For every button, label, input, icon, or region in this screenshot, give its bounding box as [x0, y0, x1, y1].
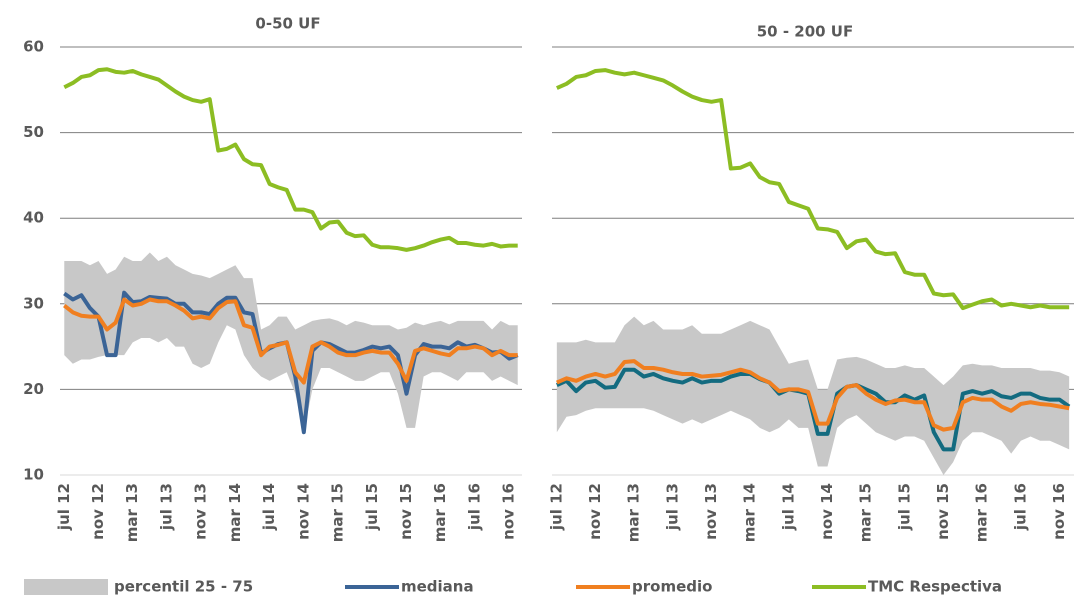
- y-tick-label: 10: [23, 466, 44, 484]
- x-tick-label: jul 13: [157, 483, 175, 531]
- x-tick-label: mar 13: [625, 483, 643, 542]
- x-tick-label: nov 12: [89, 483, 107, 540]
- panel-title: 50 - 200 UF: [757, 23, 854, 41]
- legend-label: TMC Respectiva: [868, 578, 1002, 596]
- legend-label: percentil 25 - 75: [114, 578, 253, 596]
- percentile-band: [64, 252, 518, 433]
- y-tick-label: 20: [23, 380, 44, 398]
- series-line: [556, 359, 1070, 432]
- x-tick-label: mar 14: [741, 483, 759, 542]
- x-tick-label: mar 15: [329, 483, 347, 542]
- series-line: [63, 67, 518, 252]
- x-tick-label: jul 16: [465, 483, 483, 531]
- x-tick-label: mar 13: [123, 483, 141, 542]
- legend-label: mediana: [401, 578, 474, 596]
- x-tick-label: jul 14: [260, 483, 278, 531]
- x-tick-label: jul 13: [663, 483, 681, 531]
- percentile-band: [556, 316, 1070, 475]
- x-tick-label: mar 15: [857, 483, 875, 542]
- y-tick-label: 40: [23, 209, 44, 227]
- x-tick-label: mar 16: [431, 483, 449, 542]
- series-line: [63, 297, 518, 385]
- x-tick-label: nov 15: [397, 483, 415, 540]
- legend-label: promedio: [632, 578, 712, 596]
- legend-swatch: [24, 579, 108, 595]
- y-tick-label: 50: [23, 123, 44, 141]
- x-tick-label: jul 12: [55, 483, 73, 531]
- panel-title: 0-50 UF: [255, 15, 320, 33]
- x-tick-label: jul 15: [895, 483, 913, 531]
- x-tick-label: mar 14: [226, 483, 244, 542]
- x-tick-label: nov 14: [294, 483, 312, 540]
- x-tick-label: jul 16: [1011, 483, 1029, 531]
- x-tick-label: nov 12: [586, 483, 604, 540]
- x-tick-label: mar 16: [973, 483, 991, 542]
- x-tick-label: nov 13: [192, 483, 210, 540]
- y-tick-label: 30: [23, 294, 44, 312]
- x-tick-label: nov 15: [934, 483, 952, 540]
- x-tick-label: jul 14: [779, 483, 797, 531]
- x-tick-label: nov 16: [1050, 483, 1068, 540]
- y-tick-label: 60: [23, 38, 44, 56]
- x-tick-label: nov 13: [702, 483, 720, 540]
- x-tick-label: nov 14: [818, 483, 836, 540]
- series-line: [556, 68, 1070, 311]
- x-tick-label: jul 12: [547, 483, 565, 531]
- x-tick-label: nov 16: [500, 483, 518, 540]
- x-tick-label: jul 15: [363, 483, 381, 531]
